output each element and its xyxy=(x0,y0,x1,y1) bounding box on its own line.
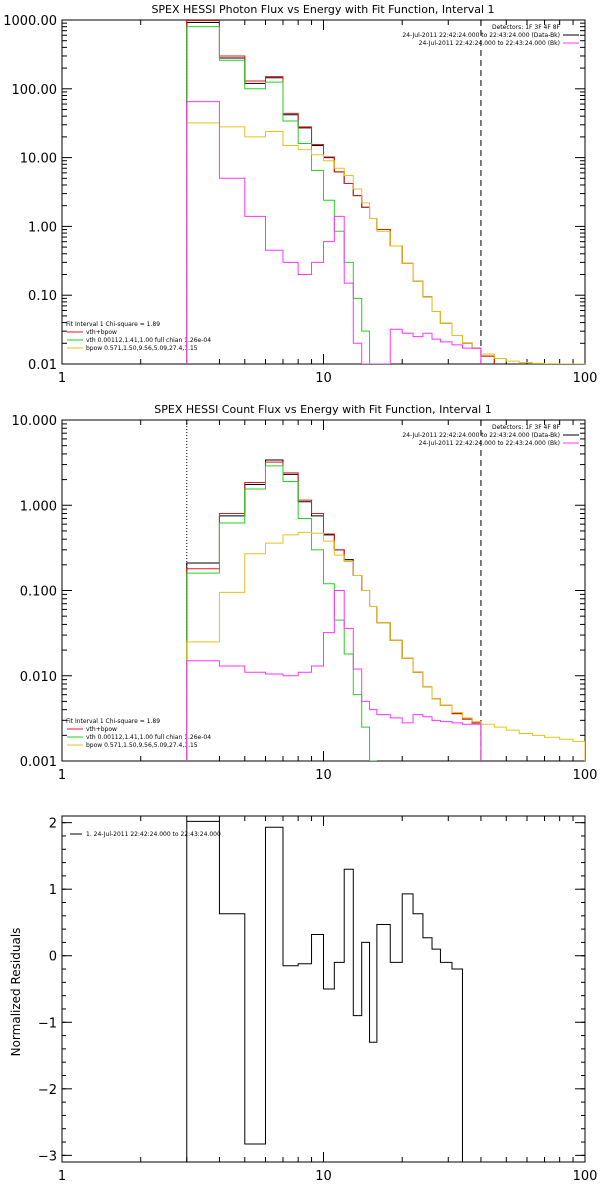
count-flux-y-tick-label: 10.000 xyxy=(12,414,58,429)
count-flux-y-tick-label: 0.010 xyxy=(20,670,57,685)
photon-flux-panel: SPEX HESSI Photon Flux vs Energy with Fi… xyxy=(3,3,597,386)
residuals-y-tick-label: −3 xyxy=(38,1149,57,1164)
count-flux-panel: SPEX HESSI Count Flux vs Energy with Fit… xyxy=(12,403,598,783)
photon-flux-legend-top-text: 24-Jul-2011 22:42:24.000 to 22:43:24.000… xyxy=(419,40,560,47)
photon-flux-series-bpow xyxy=(186,122,585,364)
count-flux-series-bpow xyxy=(186,531,585,761)
count-flux-legend-top-text: Detectors: 1F 3F 4F 8F xyxy=(492,424,561,431)
photon-flux-x-tick-label: 100 xyxy=(573,371,598,386)
count-flux-legend-top-text: 24-Jul-2011 22:42:24.000 to 22:43:24.000… xyxy=(419,440,560,447)
photon-flux-title: SPEX HESSI Photon Flux vs Energy with Fi… xyxy=(151,3,494,16)
photon-flux-y-tick-label: 1000.00 xyxy=(3,14,57,29)
photon-flux-legend-bottom-text: bpow 0.571,1.50,9.56,5.09,27.4,1.15 xyxy=(86,345,198,352)
count-flux-y-tick-label: 1.000 xyxy=(20,499,57,514)
photon-flux-series-bk xyxy=(186,101,482,364)
count-flux-series-vth xyxy=(186,465,377,761)
residuals-series-1-24-jul-2011-22-42-24-000-to-22-43-24-000 xyxy=(186,820,473,1162)
count-flux-x-tick-label: 100 xyxy=(573,768,598,783)
count-flux-title: SPEX HESSI Count Flux vs Energy with Fit… xyxy=(154,403,491,416)
photon-flux-legend-bottom: Fit Interval 1 Chi-square = 1.89vth+bpow… xyxy=(66,321,211,352)
photon-flux-y-tick-label: 0.01 xyxy=(28,358,57,373)
photon-flux-series-vth xyxy=(186,26,391,364)
residuals-y-tick-label: 1 xyxy=(49,883,57,898)
count-flux-series-bk xyxy=(186,590,482,761)
photon-flux-y-tick-label: 0.10 xyxy=(28,289,57,304)
count-flux-legend-bottom-text: vth+bpow xyxy=(86,726,117,733)
count-flux-legend-bottom-text: Fit Interval 1 Chi-square = 1.89 xyxy=(66,718,160,725)
count-flux-legend-bottom: Fit Interval 1 Chi-square = 1.89vth+bpow… xyxy=(66,718,211,749)
residuals-legend-text: 1. 24-Jul-2011 22:42:24.000 to 22:43:24.… xyxy=(86,831,221,838)
photon-flux-x-tick-label: 1 xyxy=(58,371,66,386)
count-flux-legend-bottom-text: vth 0.00112,1.41,1.00 full chian 1.26e-0… xyxy=(86,734,211,741)
count-flux-x-tick-label: 1 xyxy=(58,768,66,783)
photon-flux-legend-top-text: Detectors: 1F 3F 4F 8F xyxy=(492,24,561,31)
residuals-y-tick-label: −2 xyxy=(38,1083,57,1098)
residuals-x-tick-label: 10 xyxy=(315,1169,332,1184)
residuals-y-tick-label: −1 xyxy=(38,1016,57,1031)
residuals-panel: Normalized Residuals 1. 24-Jul-2011 22:4… xyxy=(9,815,598,1184)
count-flux-y-tick-label: 0.001 xyxy=(20,755,57,770)
count-flux-x-tick-label: 10 xyxy=(315,768,332,783)
count-flux-y-tick-label: 0.100 xyxy=(20,585,57,600)
photon-flux-y-tick-label: 1.00 xyxy=(28,220,57,235)
residuals-legend: 1. 24-Jul-2011 22:42:24.000 to 22:43:24.… xyxy=(70,831,221,838)
photon-flux-y-tick-label: 10.00 xyxy=(20,152,57,167)
photon-flux-x-tick-label: 10 xyxy=(315,371,332,386)
residuals-x-tick-label: 1 xyxy=(58,1169,66,1184)
photon-flux-legend-bottom-text: Fit Interval 1 Chi-square = 1.89 xyxy=(66,321,160,328)
count-flux-legend-bottom-text: bpow 0.571,1.50,9.56,5.09,27.4,1.15 xyxy=(86,742,198,749)
residuals-y-tick-label: 2 xyxy=(49,817,57,832)
residuals-ylabel: Normalized Residuals xyxy=(9,928,23,1057)
residuals-x-tick-label: 100 xyxy=(573,1169,598,1184)
photon-flux-legend-bottom-text: vth+bpow xyxy=(86,329,117,336)
photon-flux-y-tick-label: 100.00 xyxy=(12,83,58,98)
photon-flux-legend-bottom-text: vth 0.00112,1.41,1.00 full chian 1.26e-0… xyxy=(86,337,211,344)
residuals-y-tick-label: 0 xyxy=(49,950,57,965)
